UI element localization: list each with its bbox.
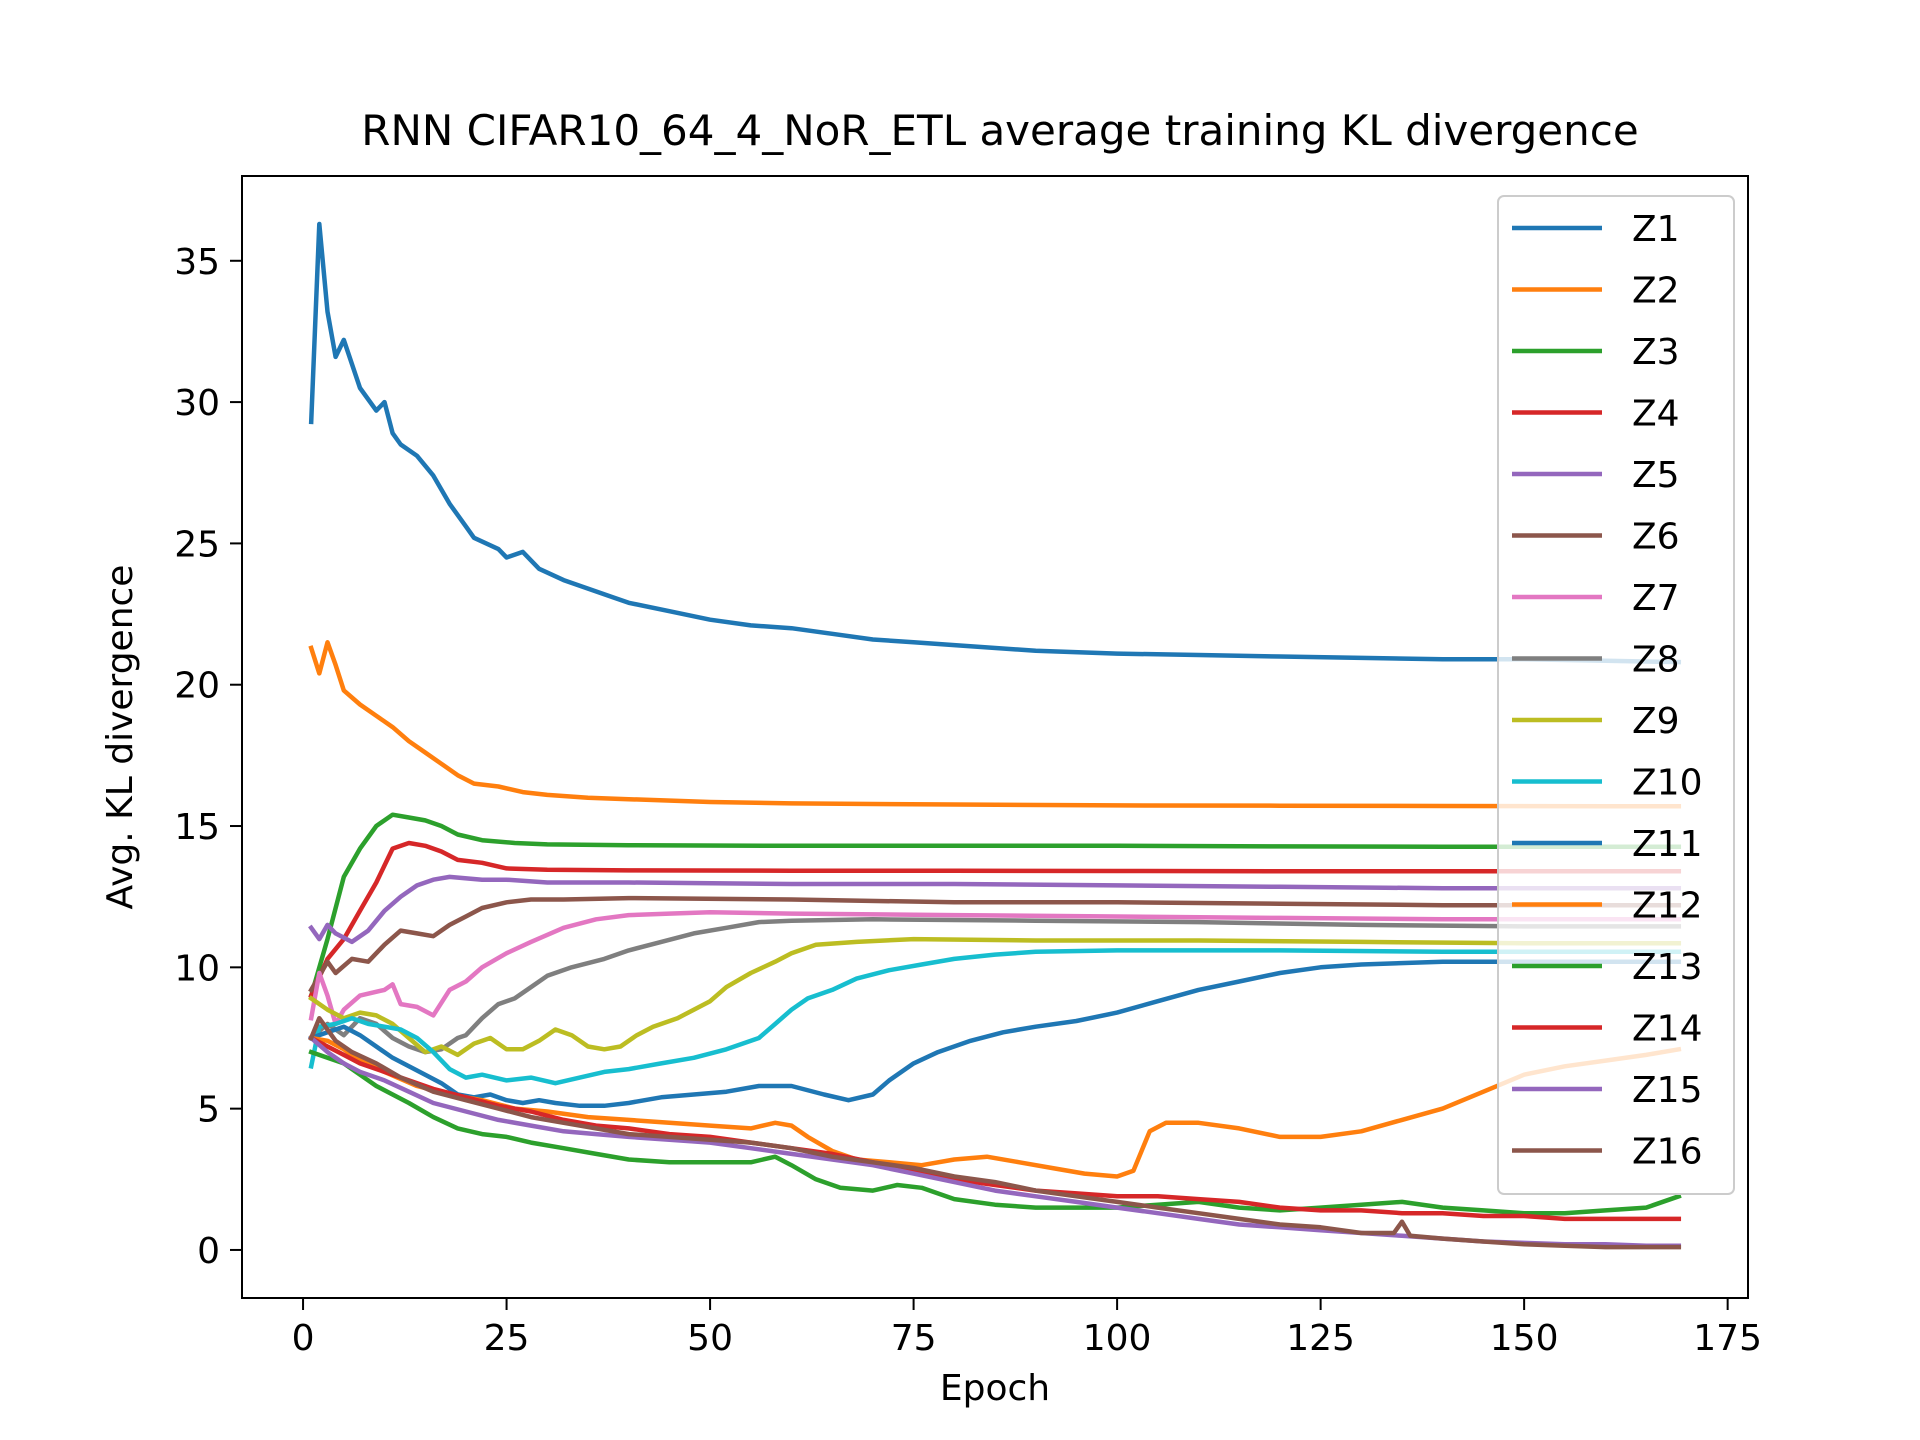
series-line-z9 — [308, 936, 1682, 1058]
plot-frame — [241, 175, 1749, 1299]
series-line-z2 — [308, 640, 1682, 809]
y-tick-label: 30 — [174, 383, 220, 424]
y-tick-label: 20 — [174, 666, 220, 707]
x-tick-label: 50 — [687, 1318, 733, 1359]
legend-label-z11: Z11 — [1632, 824, 1702, 865]
x-tick-label: 0 — [292, 1318, 315, 1359]
legend-label-z12: Z12 — [1632, 886, 1702, 927]
y-tick-label: 10 — [174, 948, 220, 989]
legend: Z1 Z2 Z3 Z4 Z5 Z6 Z7 Z8 Z9 Z10 Z11 Z12 Z13 Z14 Z15 Z16 — [1497, 195, 1735, 1195]
legend-label-z15: Z15 — [1632, 1070, 1702, 1111]
plot-area — [241, 175, 1749, 1299]
x-tick-label: 100 — [1083, 1318, 1152, 1359]
y-tick-label: 25 — [174, 524, 220, 565]
series-line-z11 — [308, 959, 1682, 1109]
series-line-z16 — [308, 1015, 1682, 1250]
series-line-z13 — [308, 1049, 1682, 1216]
legend-label-z5: Z5 — [1632, 455, 1680, 496]
legend-label-z14: Z14 — [1632, 1009, 1702, 1050]
series-line-z10 — [308, 948, 1682, 1086]
x-tick-label: 150 — [1490, 1318, 1559, 1359]
legend-label-z4: Z4 — [1632, 394, 1680, 435]
x-axis-label: Epoch — [940, 1368, 1050, 1409]
chart-title: RNN CIFAR10_64_4_NoR_ETL average trainin… — [361, 106, 1638, 155]
legend-label-z2: Z2 — [1632, 271, 1680, 312]
y-tick-label: 35 — [174, 242, 220, 283]
legend-label-z16: Z16 — [1632, 1132, 1702, 1173]
legend-label-z6: Z6 — [1632, 517, 1680, 558]
y-axis-label: Avg. KL divergence — [100, 565, 141, 910]
series-line-z8 — [308, 917, 1682, 1055]
legend-label-z8: Z8 — [1632, 640, 1680, 681]
y-axis: 0 5 10 15 20 25 30 35 — [174, 242, 242, 1272]
x-tick-label: 75 — [891, 1318, 937, 1359]
series-line-z5 — [308, 874, 1682, 945]
series-line-z6 — [308, 895, 1682, 993]
legend-box — [1497, 195, 1735, 1195]
series-line-z3 — [308, 812, 1682, 999]
legend-label-z7: Z7 — [1632, 578, 1680, 619]
series-line-z4 — [308, 840, 1682, 999]
y-tick-label: 5 — [197, 1090, 220, 1131]
legend-label-z13: Z13 — [1632, 947, 1702, 988]
series-layer — [308, 221, 1682, 1250]
series-line-z14 — [308, 1034, 1682, 1222]
x-tick-label: 175 — [1693, 1318, 1762, 1359]
series-line-z1 — [308, 221, 1682, 665]
y-tick-label: 0 — [197, 1231, 220, 1272]
legend-label-z9: Z9 — [1632, 701, 1680, 742]
series-line-z7 — [308, 909, 1682, 1027]
legend-label-z3: Z3 — [1632, 332, 1680, 373]
x-tick-label: 25 — [484, 1318, 530, 1359]
x-tick-label: 125 — [1286, 1318, 1355, 1359]
legend-label-z1: Z1 — [1632, 209, 1680, 250]
legend-label-z10: Z10 — [1632, 763, 1702, 804]
y-tick-label: 15 — [174, 807, 220, 848]
x-axis: 0 25 50 75 100 125 150 175 — [292, 1298, 1762, 1359]
